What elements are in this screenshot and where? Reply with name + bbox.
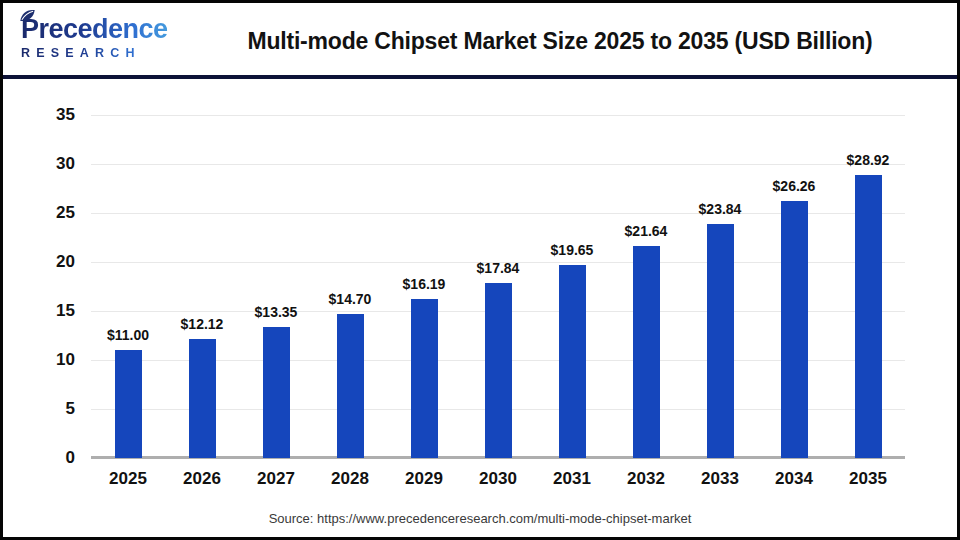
bar-value-label: $19.65 — [527, 242, 617, 258]
page-title: Multi-mode Chipset Market Size 2025 to 2… — [178, 3, 942, 79]
y-axis-labels: 0 5 10 15 20 25 30 35 — [3, 83, 83, 537]
bar — [411, 299, 438, 458]
bar-value-label: $16.19 — [379, 276, 469, 292]
x-tick-label: 2035 — [823, 468, 913, 490]
leaf-icon — [18, 6, 37, 25]
y-tick-label: 5 — [23, 398, 75, 420]
chart: 0 5 10 15 20 25 30 35 $11.00$12.12$13.35$14.70$… — [3, 83, 957, 537]
bar-value-label: $17.84 — [453, 260, 543, 276]
bar-value-label: $21.64 — [601, 223, 691, 239]
gridline — [91, 115, 905, 116]
header: Precedence RESEARCH Multi-mode Chipset M… — [3, 3, 957, 79]
source-text: Source: https://www.precedenceresearch.c… — [3, 511, 957, 526]
logo-subtext: RESEARCH — [21, 46, 171, 61]
bar-value-label: $14.70 — [305, 291, 395, 307]
logo-text: Precedence — [21, 14, 168, 44]
y-tick-label: 0 — [23, 447, 75, 469]
x-axis-labels: 2025202620272028202920302031203220332034… — [91, 468, 905, 492]
y-tick-label: 30 — [23, 153, 75, 175]
gridline — [91, 164, 905, 165]
bar — [337, 314, 364, 458]
bar-value-label: $28.92 — [823, 152, 913, 168]
bar — [485, 283, 512, 458]
y-tick-label: 35 — [23, 104, 75, 126]
bar — [855, 175, 882, 458]
bar-value-label: $26.26 — [749, 178, 839, 194]
y-tick-label: 20 — [23, 251, 75, 273]
chart-card: Precedence RESEARCH Multi-mode Chipset M… — [0, 0, 960, 540]
bar — [189, 339, 216, 458]
y-tick-label: 10 — [23, 349, 75, 371]
bar-value-label: $23.84 — [675, 201, 765, 217]
bar — [263, 327, 290, 458]
brand-logo: Precedence RESEARCH — [21, 14, 171, 61]
y-tick-label: 25 — [23, 202, 75, 224]
logo-wordmark: Precedence — [21, 14, 171, 44]
bar — [633, 246, 660, 458]
bar — [781, 201, 808, 458]
bar — [707, 224, 734, 458]
plot-area: $11.00$12.12$13.35$14.70$16.19$17.84$19.… — [91, 115, 905, 458]
y-tick-label: 15 — [23, 300, 75, 322]
bar — [559, 265, 586, 458]
bar — [115, 350, 142, 458]
